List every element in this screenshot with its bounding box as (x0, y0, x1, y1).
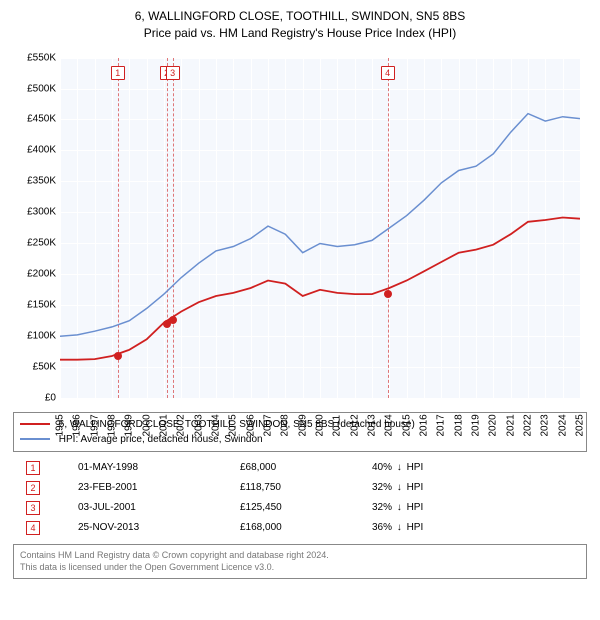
sale-delta: 40% ↓ HPI (366, 458, 580, 478)
x-axis-label: 2019 (471, 416, 482, 436)
sale-number-box: 1 (26, 461, 40, 475)
sale-price: £118,750 (234, 478, 366, 498)
sale-price: £168,000 (234, 518, 366, 538)
x-axis-label: 2013 (367, 416, 378, 436)
table-row: 4 25-NOV-2013£168,00036% ↓ HPI (20, 518, 580, 538)
sale-dot (114, 352, 122, 360)
attribution-footer: Contains HM Land Registry data © Crown c… (13, 544, 587, 579)
legend-swatch-hpi (20, 438, 50, 440)
sale-marker: 3 (166, 66, 180, 80)
sale-dot (384, 290, 392, 298)
x-axis-label: 2011 (332, 416, 343, 436)
arrow-down-icon: ↓ (397, 522, 402, 533)
footer-line2: This data is licensed under the Open Gov… (20, 562, 274, 572)
sale-number-box: 2 (26, 481, 40, 495)
title-line1: 6, WALLINGFORD CLOSE, TOOTHILL, SWINDON,… (135, 9, 466, 23)
x-axis-label: 2009 (297, 416, 308, 436)
sale-delta: 32% ↓ HPI (366, 478, 580, 498)
x-axis-label: 1997 (89, 416, 100, 436)
x-axis-label: 2006 (245, 416, 256, 436)
x-axis-label: 2018 (453, 416, 464, 436)
x-axis-label: 2000 (141, 416, 152, 436)
series-hpi (60, 113, 580, 336)
sale-price: £125,450 (234, 498, 366, 518)
x-axis-label: 2021 (505, 416, 516, 436)
x-axis-label: 2012 (349, 416, 360, 436)
x-axis-label: 2023 (540, 416, 551, 436)
sale-date: 23-FEB-2001 (72, 478, 234, 498)
series-property (60, 217, 580, 359)
sale-dot (169, 316, 177, 324)
x-axis-label: 2020 (488, 416, 499, 436)
table-row: 1 01-MAY-1998£68,00040% ↓ HPI (20, 458, 580, 478)
price-chart: £0£50K£100K£150K£200K£250K£300K£350K£400… (20, 48, 580, 408)
sale-delta: 36% ↓ HPI (366, 518, 580, 538)
sale-date: 25-NOV-2013 (72, 518, 234, 538)
x-axis-label: 2004 (211, 416, 222, 436)
x-axis-label: 2017 (436, 416, 447, 436)
arrow-down-icon: ↓ (397, 482, 402, 493)
footer-line1: Contains HM Land Registry data © Crown c… (20, 550, 329, 560)
x-axis-label: 2025 (575, 416, 586, 436)
legend-swatch-property (20, 423, 50, 425)
sale-number-box: 4 (26, 521, 40, 535)
x-axis-label: 2024 (557, 416, 568, 436)
title-line2: Price paid vs. HM Land Registry's House … (144, 26, 456, 40)
x-axis-label: 2002 (176, 416, 187, 436)
sale-marker: 1 (111, 66, 125, 80)
x-axis-label: 2007 (263, 416, 274, 436)
x-axis-label: 2003 (193, 416, 204, 436)
table-row: 3 03-JUL-2001£125,45032% ↓ HPI (20, 498, 580, 518)
sale-number-box: 3 (26, 501, 40, 515)
x-axis-label: 2005 (228, 416, 239, 436)
sales-table: 1 01-MAY-1998£68,00040% ↓ HPI 2 23-FEB-2001… (20, 458, 580, 538)
sale-date: 03-JUL-2001 (72, 498, 234, 518)
x-axis-label: 2001 (159, 416, 170, 436)
x-axis-label: 1995 (55, 416, 66, 436)
x-axis-label: 1999 (124, 416, 135, 436)
x-axis-label: 2016 (419, 416, 430, 436)
sale-date: 01-MAY-1998 (72, 458, 234, 478)
x-axis-label: 2022 (523, 416, 534, 436)
x-axis-label: 2008 (280, 416, 291, 436)
x-axis-label: 1996 (72, 416, 83, 436)
x-axis-label: 2010 (315, 416, 326, 436)
chart-title: 6, WALLINGFORD CLOSE, TOOTHILL, SWINDON,… (10, 8, 590, 42)
sale-price: £68,000 (234, 458, 366, 478)
table-row: 2 23-FEB-2001£118,75032% ↓ HPI (20, 478, 580, 498)
sale-delta: 32% ↓ HPI (366, 498, 580, 518)
x-axis-label: 2015 (401, 416, 412, 436)
arrow-down-icon: ↓ (397, 462, 402, 473)
x-axis-label: 2014 (384, 416, 395, 436)
sale-marker: 4 (381, 66, 395, 80)
x-axis-label: 1998 (107, 416, 118, 436)
arrow-down-icon: ↓ (397, 502, 402, 513)
